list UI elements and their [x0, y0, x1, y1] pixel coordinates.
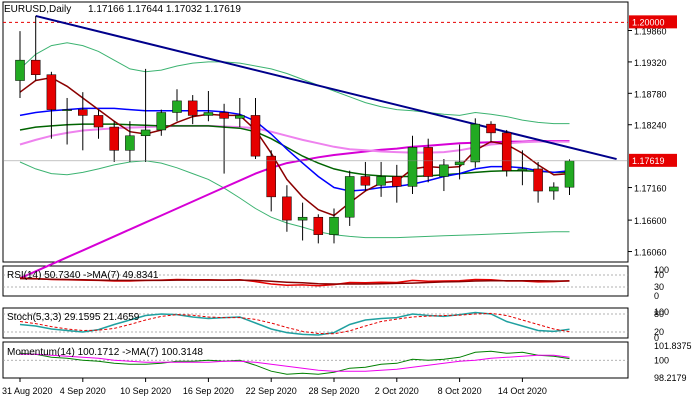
candle-body [486, 123, 496, 134]
candle-body [109, 126, 119, 151]
x-tick-label: 22 Sep 2020 [246, 386, 297, 396]
stoch-tick-label: 80 [654, 309, 664, 319]
x-tick-label: 2 Oct 2020 [375, 386, 419, 396]
x-tick-label: 14 Oct 2020 [498, 386, 547, 396]
y-tick-label: 1.18780 [634, 89, 667, 99]
stoch-tick-label: 20 [654, 327, 664, 337]
bollinger-upper-line [19, 42, 570, 125]
candle-body [360, 176, 371, 186]
stoch-pane-frame [2, 307, 629, 339]
candle-body [78, 109, 88, 116]
candle-body [549, 186, 559, 192]
candle-body [392, 176, 402, 187]
y-tick-label: 1.17160 [634, 184, 667, 194]
candle-body [235, 115, 245, 119]
momentum-ma-line [20, 353, 570, 372]
rsi-tick-label: 70 [654, 270, 664, 280]
candle-body [407, 147, 418, 187]
x-tick-label: 16 Sep 2020 [183, 386, 234, 396]
symbol-header: EURUSD,Daily [4, 4, 71, 15]
y-tick-label: 1.19320 [634, 58, 667, 68]
x-tick-label: 31 Aug 2020 [2, 386, 53, 396]
candle-body [187, 100, 198, 116]
stoch-label: Stoch(5,3,3) 29.1595 21.4659 [7, 312, 140, 323]
candle-body [564, 160, 575, 188]
current-price-tag [629, 153, 677, 167]
candle-body [329, 216, 339, 235]
level-tag [629, 15, 677, 29]
mom-tick-label: 100 [654, 355, 669, 365]
momentum-line [19, 350, 570, 375]
rsi-tick-label: 0 [654, 291, 659, 301]
candle-body [376, 176, 386, 186]
rsi-ma-line [19, 277, 570, 285]
candle-body [533, 168, 543, 192]
candle-body [266, 155, 276, 198]
candle-body [344, 176, 355, 218]
current-price-label: 1.17619 [632, 156, 665, 166]
candle-body [30, 59, 41, 75]
y-tick-label: 1.16600 [634, 216, 667, 226]
rsi-tick-label: 30 [654, 282, 664, 292]
x-tick-label: 4 Sep 2020 [60, 386, 106, 396]
candle-body [250, 115, 261, 157]
candle-body [15, 59, 25, 81]
y-tick-label: 1.18240 [634, 121, 667, 131]
rsi-tick-label: 100 [654, 265, 669, 275]
candle-body [140, 129, 151, 137]
candle-body [454, 161, 465, 166]
y-tick-label: 1.16060 [634, 248, 667, 258]
momentum-label: Momentum(14) 100.1712 ->MA(7) 100.3148 [7, 347, 203, 358]
rsi-label: RSI(14) 50.7340 ->MA(7) 49.8341 [7, 270, 159, 281]
x-tick-label: 28 Sep 2020 [308, 386, 359, 396]
candle-body [93, 115, 104, 128]
mom-tick-label: 101.8375 [654, 341, 692, 351]
y-tick-label: 1.19860 [634, 27, 667, 37]
main-pane-frame [2, 1, 629, 263]
candle-body [219, 112, 229, 119]
x-tick-label: 10 Sep 2020 [120, 386, 171, 396]
candle-body [501, 132, 512, 171]
candle-body [439, 164, 449, 177]
mom-tick-label: 98.2179 [654, 373, 687, 383]
candle-body [423, 147, 433, 177]
candle-body [156, 112, 167, 131]
ma-mid-line [19, 107, 570, 192]
ohlc-header: 1.17166 1.17644 1.17032 1.17619 [88, 4, 241, 15]
ma-slow-line [19, 123, 570, 178]
level-tag-label: 1.20000 [632, 17, 665, 27]
candle-body [62, 109, 72, 111]
stoch-tick-label: 0 [654, 333, 659, 343]
candle-body [297, 216, 308, 221]
candle-body [313, 216, 324, 235]
candle-body [172, 100, 182, 113]
stoch-tick-label: 100 [654, 307, 669, 317]
stoch-k-line [19, 311, 570, 336]
candle-body [46, 74, 57, 110]
candle-body [282, 196, 292, 221]
x-tick-label: 8 Oct 2020 [438, 386, 482, 396]
bollinger-lower-line [19, 160, 570, 239]
candle-body [125, 135, 135, 151]
candle-body [203, 112, 214, 116]
candle-body [517, 168, 528, 171]
stoch-d-line [19, 312, 570, 335]
rsi-pane-frame [2, 265, 629, 297]
trendline [35, 14, 617, 161]
candle-body [470, 123, 481, 163]
